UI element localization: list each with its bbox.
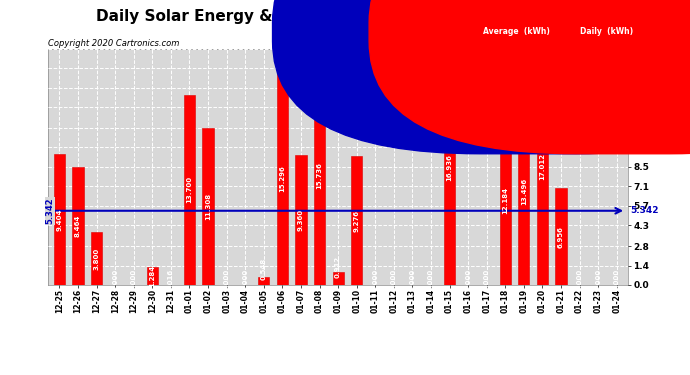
Text: 0.000: 0.000 [428,269,434,291]
Text: 15.736: 15.736 [317,162,322,189]
Text: 0.000: 0.000 [224,269,230,291]
Bar [351,156,362,285]
Text: Daily  (kWh): Daily (kWh) [580,27,633,36]
Text: 0.000: 0.000 [391,269,397,291]
Text: 12.184: 12.184 [502,187,509,214]
Bar [555,188,566,285]
Text: 15.296: 15.296 [279,165,286,192]
Text: 0.000: 0.000 [242,269,248,291]
Text: 0.016: 0.016 [168,269,174,291]
Text: Daily Solar Energy & Average Production Sat Jan 25 16:39: Daily Solar Energy & Average Production … [96,9,594,24]
Bar [277,72,288,285]
Text: 8.464: 8.464 [75,215,81,237]
Text: 11.308: 11.308 [205,193,211,220]
Bar [537,49,548,285]
Text: 1.284: 1.284 [149,265,155,287]
Text: 0.548: 0.548 [261,258,267,280]
Text: Copyright 2020 Cartronics.com: Copyright 2020 Cartronics.com [48,39,179,48]
Text: 0.912: 0.912 [335,256,341,278]
Text: 17.012: 17.012 [540,153,546,180]
Text: 5.342: 5.342 [46,198,55,224]
Text: 0.000: 0.000 [613,269,620,291]
Bar [54,154,65,285]
Text: 0.000: 0.000 [484,269,490,291]
Text: 13.700: 13.700 [186,176,193,203]
Text: 0.000: 0.000 [130,269,137,291]
Bar [91,232,102,285]
Text: 0.000: 0.000 [112,269,118,291]
Text: 3.800: 3.800 [94,248,99,270]
Text: 9.404: 9.404 [57,209,63,231]
Text: Average  (kWh): Average (kWh) [483,27,550,36]
Text: 0.000: 0.000 [409,269,415,291]
Bar [258,278,269,285]
Text: 9.360: 9.360 [298,209,304,231]
Text: 0.000: 0.000 [372,269,378,291]
Bar [295,155,306,285]
Text: 16.936: 16.936 [446,154,453,181]
Bar [333,272,344,285]
Text: 9.276: 9.276 [354,210,359,231]
Text: 13.496: 13.496 [521,178,527,205]
Text: 0.000: 0.000 [595,269,601,291]
Text: 6.956: 6.956 [558,226,564,248]
Bar [500,116,511,285]
Text: 5.342: 5.342 [630,206,658,215]
Bar [72,167,83,285]
Bar [184,94,195,285]
Bar [314,66,325,285]
Bar [147,267,158,285]
Text: 0.000: 0.000 [465,269,471,291]
Bar [444,50,455,285]
Bar [202,128,214,285]
Text: 0.000: 0.000 [577,269,582,291]
Bar [518,98,529,285]
